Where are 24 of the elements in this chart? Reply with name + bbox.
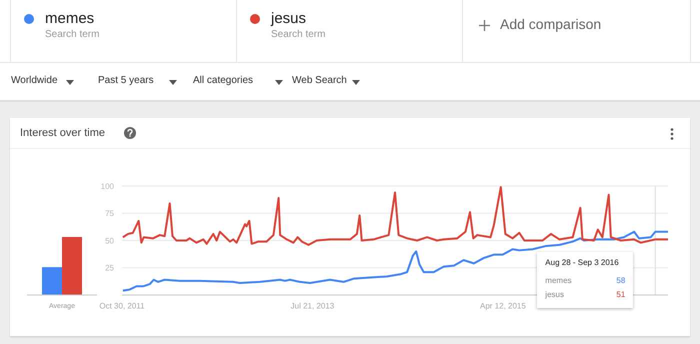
text: Search term xyxy=(45,29,100,40)
y-tick-label: 50 xyxy=(105,236,115,246)
legend-label: jesus xyxy=(271,10,306,27)
chart-title: Interest over time xyxy=(20,127,105,139)
x-tick-label: Oct 30, 2011 xyxy=(99,302,146,311)
text: Worldwide xyxy=(11,75,58,86)
annotation: memes xyxy=(545,276,572,285)
y-tick-label: 75 xyxy=(105,209,115,218)
text: Search term xyxy=(271,29,326,40)
x-tick-label: Jul 21, 2013 xyxy=(290,302,335,311)
legend-label: memes xyxy=(45,10,94,27)
text: Add comparison xyxy=(500,16,602,32)
text: Past 5 years xyxy=(98,75,154,86)
y-tick-label: 25 xyxy=(105,264,115,273)
annotation: Aug 28 - Sep 3 2016 xyxy=(545,258,619,267)
x-tick-label: Apr 12, 2015 xyxy=(480,302,526,311)
y-tick-label: 100 xyxy=(100,182,115,191)
line-series xyxy=(122,230,668,292)
text: All categories xyxy=(193,75,254,86)
annotation: 58 xyxy=(616,276,626,285)
line-series xyxy=(122,186,668,246)
annotation: jesus xyxy=(545,290,564,299)
annotation: 51 xyxy=(616,290,626,299)
text: Web Search xyxy=(292,75,347,86)
